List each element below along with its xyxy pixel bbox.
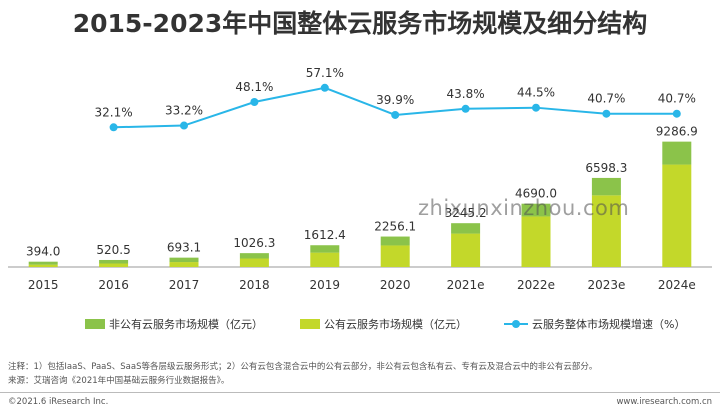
bar-non-public-2019 (310, 245, 340, 253)
bar-total-label: 3245.2 (445, 206, 487, 220)
chart-canvas: 394.0 2015 520.5 2016 693.1 2017 1026.3 2018 161… (8, 66, 712, 331)
note-line-1: 注释：1）包括IaaS、PaaS、SaaS等各层级云服务形式；2）公有云包含混合… (8, 362, 598, 372)
bar-public-2015 (28, 264, 58, 267)
x-tick-label: 2017 (169, 278, 200, 292)
legend-marker-growth (512, 320, 520, 328)
x-tick-label: 2019 (310, 278, 341, 292)
bar-non-public-2022e (521, 203, 551, 217)
growth-label: 40.7% (587, 92, 625, 106)
bar-total-label: 9286.9 (656, 125, 698, 139)
legend-swatch-non-public (85, 319, 105, 329)
legend-label-growth: 云服务整体市场规模增速（%） (532, 317, 685, 331)
x-tick-label: 2023e (587, 278, 625, 292)
source-line: 来源：艾瑞咨询《2021年中国基础云服务行业数据报告》。 (8, 376, 230, 386)
growth-point (250, 98, 259, 107)
legend-label-non-public: 非公有云服务市场规模（亿元） (109, 317, 263, 331)
bar-total-label: 1612.4 (304, 228, 346, 242)
x-tick-label: 2018 (239, 278, 270, 292)
growth-point (672, 109, 681, 118)
growth-label: 44.5% (517, 86, 555, 100)
bar-total-label: 6598.3 (585, 161, 627, 175)
bar-non-public-2023e (591, 177, 621, 196)
bar-non-public-2017 (169, 257, 199, 263)
bar-public-2020 (380, 245, 410, 267)
growth-label: 33.2% (165, 104, 203, 118)
bar-total-label: 1026.3 (233, 236, 275, 250)
growth-point (461, 104, 470, 113)
growth-point (180, 121, 188, 130)
bar-public-2021e (451, 233, 481, 267)
growth-label: 32.1% (95, 105, 133, 119)
legend-label-public: 公有云服务市场规模（亿元） (324, 317, 467, 331)
bar-total-label: 520.5 (96, 243, 130, 257)
growth-label: 40.7% (658, 92, 696, 106)
x-tick-label: 2021e (447, 278, 485, 292)
growth-point (391, 110, 400, 119)
bar-public-2023e (591, 195, 621, 267)
x-tick-label: 2016 (98, 278, 129, 292)
chart-title: 2015-2023年中国整体云服务市场规模及细分结构 (72, 9, 648, 38)
bar-public-2016 (99, 263, 129, 267)
legend-swatch-public (300, 319, 320, 329)
bar-total-label: 4690.0 (515, 187, 557, 201)
bar-public-2017 (169, 262, 199, 267)
growth-label: 39.9% (376, 93, 414, 107)
growth-point (109, 123, 118, 132)
bar-non-public-2015 (28, 261, 58, 265)
bar-total-label: 394.0 (26, 245, 60, 259)
x-tick-label: 2024e (658, 278, 696, 292)
x-tick-label: 2015 (28, 278, 59, 292)
bar-public-2024e (662, 164, 692, 267)
growth-point (320, 83, 329, 92)
copyright-text: ©2021.6 iResearch Inc. (8, 397, 109, 407)
bar-total-label: 693.1 (167, 241, 201, 255)
bar-total-label: 2256.1 (374, 220, 416, 234)
growth-label: 48.1% (235, 80, 273, 94)
x-tick-label: 2020 (380, 278, 411, 292)
growth-label: 57.1% (306, 66, 344, 80)
bar-non-public-2016 (99, 259, 129, 264)
bar-non-public-2024e (662, 141, 692, 165)
bar-non-public-2020 (380, 236, 410, 246)
footer-divider (0, 392, 720, 393)
bar-public-2022e (521, 216, 551, 267)
website-link[interactable]: www.iresearch.com.cn (616, 397, 712, 407)
watermark-text: zhixunxinzhou.com (418, 196, 630, 220)
chart-notes: 注释：1）包括IaaS、PaaS、SaaS等各层级云服务形式；2）公有云包含混合… (8, 360, 597, 388)
bar-non-public-2018 (239, 253, 269, 259)
bar-public-2018 (239, 258, 269, 267)
bar-public-2019 (310, 252, 340, 267)
growth-label: 43.8% (447, 87, 485, 101)
bar-non-public-2021e (451, 223, 481, 234)
x-tick-label: 2022e (517, 278, 555, 292)
growth-point (602, 109, 611, 118)
growth-point (532, 103, 540, 112)
